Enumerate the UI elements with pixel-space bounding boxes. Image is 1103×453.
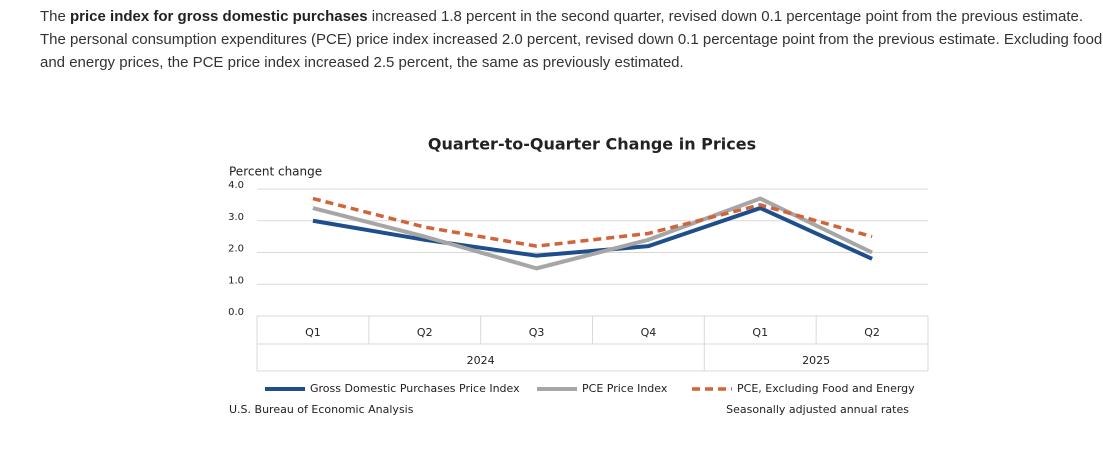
series-line [312, 196, 873, 271]
x-tick-label: Q1 [752, 326, 768, 339]
y-tick-label: 0.0 [228, 307, 244, 318]
x-tick-label: Q2 [864, 326, 880, 339]
legend-label: PCE, Excluding Food and Energy [737, 382, 915, 395]
chart-title: Quarter-to-Quarter Change in Prices [428, 135, 756, 154]
series-line [312, 196, 873, 248]
bold-text: price index for gross domestic purchases [70, 8, 368, 25]
y-tick-label: 1.0 [228, 275, 244, 286]
y-tick-label: 3.0 [228, 212, 244, 223]
year-label: 2025 [802, 354, 830, 367]
series-line [312, 206, 873, 261]
x-tick-label: Q1 [305, 326, 321, 339]
x-tick-label: Q2 [417, 326, 433, 339]
source: U.S. Bureau of Economic Analysis [229, 403, 414, 416]
x-tick-label: Q3 [529, 326, 545, 339]
text: increased 1.8 percent in the second quar… [40, 8, 1103, 71]
y-axis-label: Percent change [229, 165, 322, 179]
note: Seasonally adjusted annual rates [726, 403, 909, 416]
legend-label: PCE Price Index [582, 382, 668, 395]
paragraph: The price index for gross domestic purch… [40, 5, 1103, 74]
text: The [40, 8, 71, 25]
y-tick-label: 4.0 [228, 180, 244, 191]
x-tick-label: Q4 [641, 326, 657, 339]
y-tick-label: 2.0 [228, 244, 244, 255]
year-label: 2024 [467, 354, 495, 367]
legend-label: Gross Domestic Purchases Price Index [310, 382, 520, 395]
